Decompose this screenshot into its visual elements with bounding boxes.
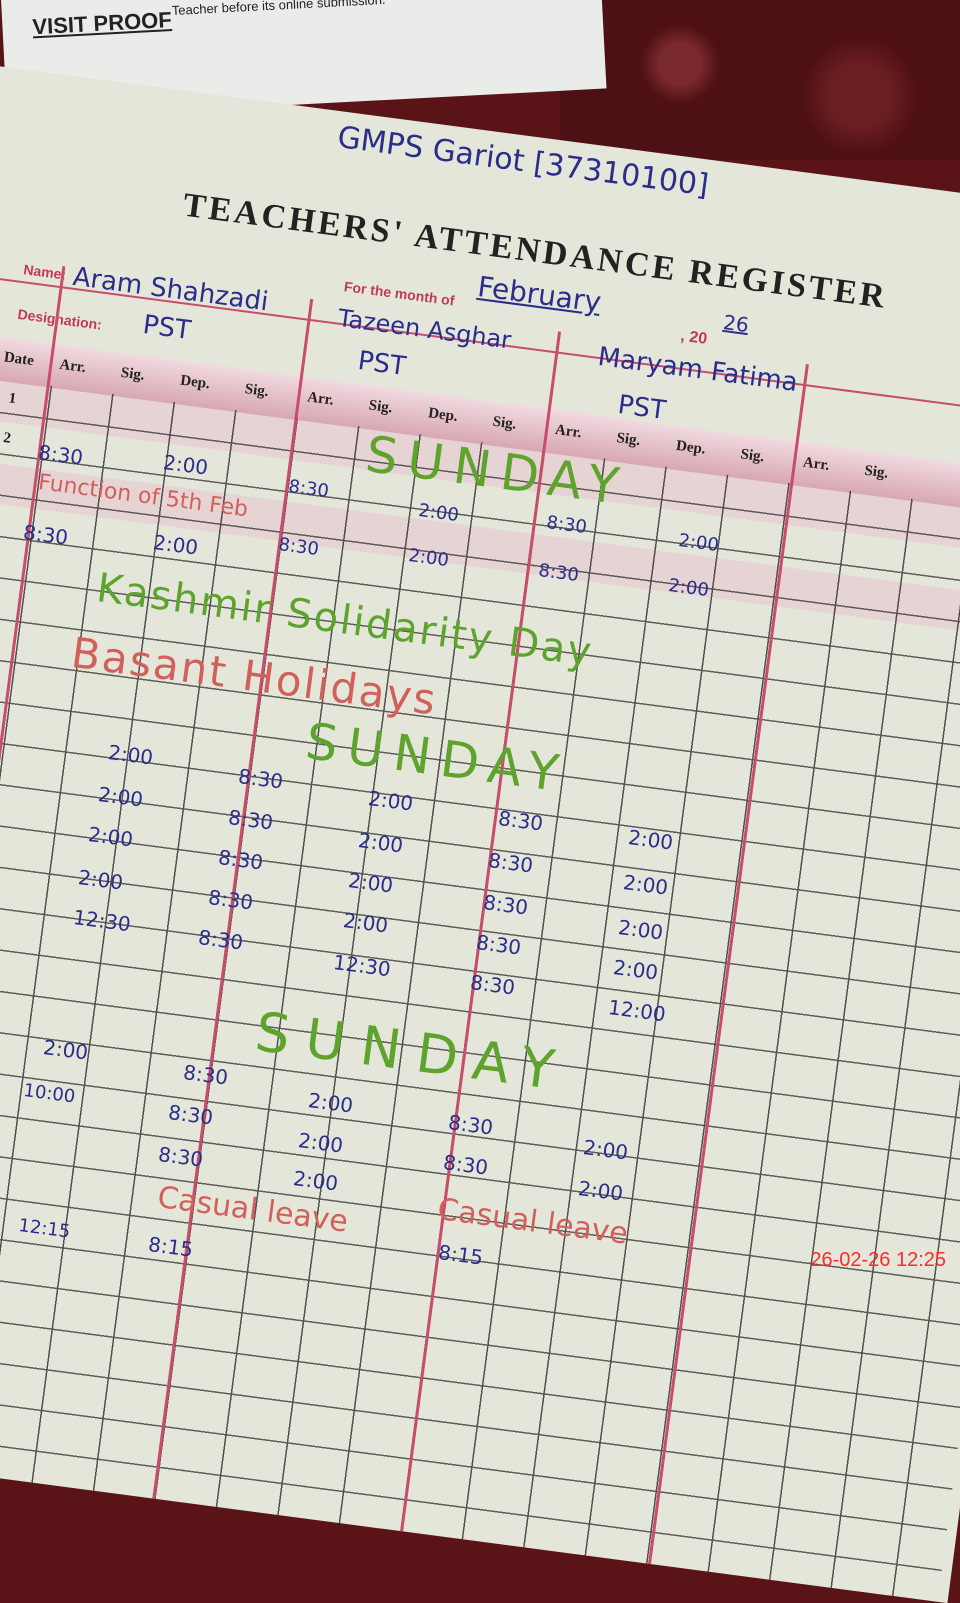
col-dep: Dep. [675, 437, 707, 458]
designation-label: Designation: [16, 305, 103, 333]
col-dep: Dep. [427, 405, 459, 425]
photo-timestamp: 26-02-26 12:25 [810, 1249, 946, 1271]
col-sig: Sig. [739, 446, 766, 466]
col-arr: Arr. [306, 389, 335, 409]
teacher-2-designation: PST [356, 346, 408, 383]
col-arr: Arr. [554, 421, 583, 442]
col-arr: Arr. [802, 454, 831, 474]
background-fabric [560, 0, 960, 160]
col-sig: Sig. [243, 381, 270, 401]
month-label: For the month of [343, 278, 456, 309]
col-sig: Sig. [367, 397, 394, 417]
col-sig: Sig. [119, 364, 146, 384]
col-sig: Sig. [491, 413, 518, 433]
slip-note: Teacher before its online submission. [171, 0, 386, 19]
col-sig: Sig. [615, 430, 642, 450]
teacher-3-designation: PST [616, 390, 668, 427]
year-prefix: , 20 [679, 327, 709, 348]
year-value: 26 [721, 310, 751, 338]
teacher-1-designation: PST [141, 310, 193, 347]
col-arr: Arr. [58, 356, 87, 377]
col-sig: Sig. [863, 462, 890, 482]
slip-title: VISIT PROOF [31, 7, 173, 40]
